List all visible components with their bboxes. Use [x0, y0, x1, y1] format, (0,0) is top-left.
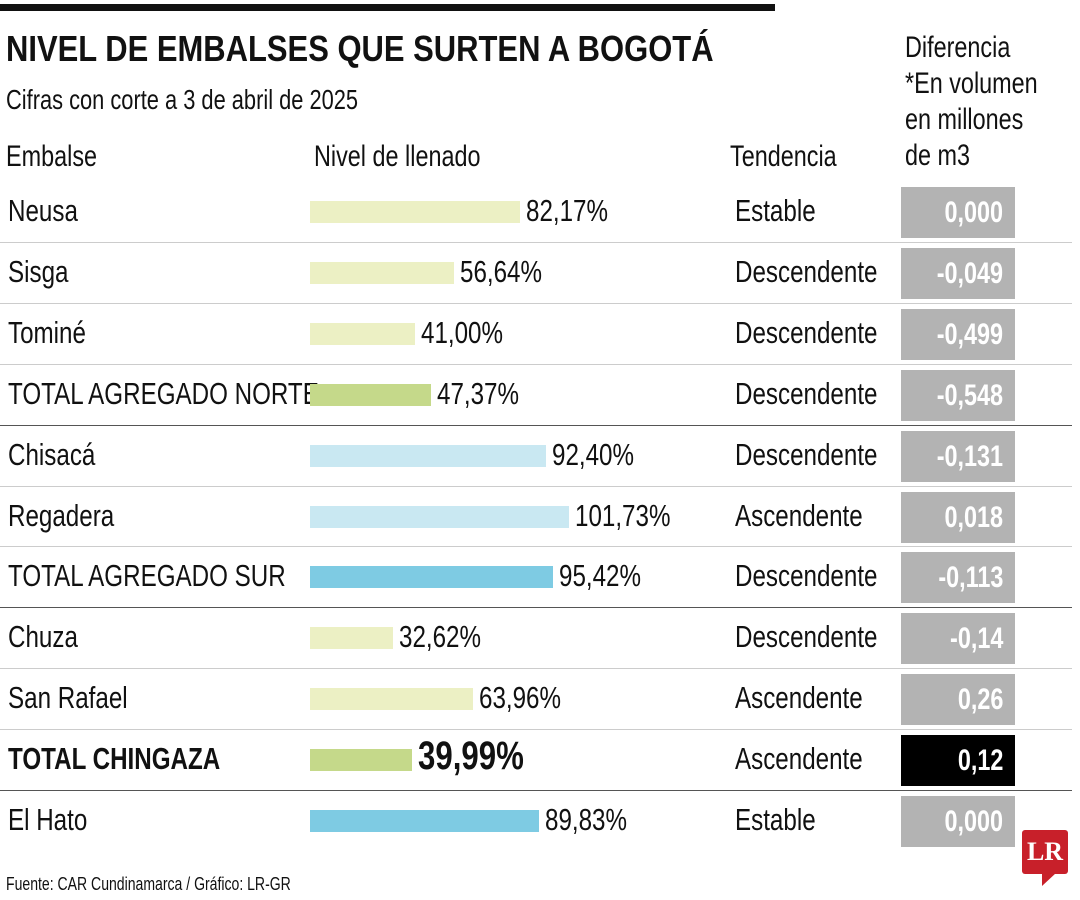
difference-value: -0,499 — [901, 308, 1015, 360]
trend: Descendente — [735, 375, 878, 411]
table-row: El Hato 89,83% Estable 0,000 — [0, 790, 1072, 851]
fill-percent: 47,37% — [436, 375, 519, 411]
row-divider — [0, 424, 1072, 426]
table-row: Regadera 101,73% Ascendente 0,018 — [0, 486, 1072, 547]
difference-value: -0,14 — [901, 613, 1015, 665]
fill-percent: 101,73% — [575, 497, 671, 533]
bar — [310, 383, 431, 406]
row-divider — [0, 302, 1072, 304]
reservoir-name: TOTAL CHINGAZA — [8, 741, 221, 777]
difference-value: 0,000 — [901, 187, 1015, 238]
difference-value: -0,131 — [901, 430, 1015, 482]
fill-percent: 95,42% — [559, 558, 642, 594]
reservoir-name: Chuza — [8, 619, 78, 655]
difference-value: 0,000 — [901, 796, 1015, 847]
trend: Ascendente — [735, 497, 863, 533]
reservoir-name: Tominé — [8, 314, 86, 350]
header-embalse: Embalse — [6, 140, 98, 173]
fill-percent: 92,40% — [551, 436, 634, 472]
difference-value: 0,12 — [901, 735, 1015, 787]
table-row: Tominé 41,00% Descendente -0,499 — [0, 303, 1072, 364]
row-divider — [0, 790, 1072, 791]
row-divider — [0, 668, 1072, 670]
bar — [310, 566, 554, 589]
table-row: TOTAL AGREGADO SUR 95,42% Descendente -0,11… — [0, 546, 1072, 607]
row-divider — [0, 607, 1072, 609]
bar — [310, 688, 474, 711]
bar — [310, 261, 455, 284]
fill-percent: 56,64% — [460, 253, 543, 289]
trend: Estable — [735, 802, 816, 837]
table-row: San Rafael 63,96% Ascendente 0,26 — [0, 668, 1072, 729]
reservoir-name: Sisga — [8, 253, 69, 289]
table-row: Chuza 32,62% Descendente -0,14 — [0, 607, 1072, 668]
subtitle: Cifras con corte a 3 de abril de 2025 — [6, 84, 359, 115]
reservoir-name: TOTAL AGREGADO NORTE — [8, 375, 319, 411]
bar — [310, 322, 415, 345]
trend: Estable — [735, 193, 816, 228]
trend: Descendente — [735, 314, 878, 350]
table-row: Neusa 82,17% Estable 0,000 — [0, 181, 1072, 242]
header-nivel: Nivel de llenado — [314, 140, 481, 173]
top-rule — [0, 4, 775, 11]
trend: Descendente — [735, 558, 878, 594]
fill-percent: 39,99% — [417, 734, 524, 779]
row-divider — [0, 241, 1072, 243]
reservoir-name: Neusa — [8, 193, 78, 228]
fill-percent: 82,17% — [525, 193, 608, 228]
reservoir-name: Chisacá — [8, 436, 96, 472]
row-divider — [0, 485, 1072, 487]
trend: Descendente — [735, 436, 878, 472]
row-divider — [0, 546, 1072, 548]
fill-percent: 89,83% — [545, 802, 628, 837]
bar — [310, 627, 394, 650]
bar — [310, 444, 546, 467]
bar — [310, 749, 412, 772]
header-diferencia: Diferencia *En volumen en millones de m3 — [905, 31, 1038, 172]
bar — [310, 201, 520, 223]
table-row: Chisacá 92,40% Descendente -0,131 — [0, 425, 1072, 486]
trend: Descendente — [735, 253, 878, 289]
row-divider — [0, 363, 1072, 365]
trend: Ascendente — [735, 680, 863, 716]
lr-logo: LR — [1022, 830, 1068, 886]
difference-value: -0,548 — [901, 369, 1015, 421]
header-tendencia: Tendencia — [730, 140, 837, 173]
fill-percent: 63,96% — [479, 680, 562, 716]
reservoir-name: El Hato — [8, 802, 88, 837]
difference-value: -0,049 — [901, 247, 1015, 299]
fill-percent: 41,00% — [420, 314, 503, 350]
difference-value: 0,26 — [901, 674, 1015, 726]
source-footer: Fuente: CAR Cundinamarca / Gráfico: LR-G… — [6, 874, 291, 894]
bar — [310, 810, 540, 832]
row-divider — [0, 729, 1072, 731]
table-row: TOTAL AGREGADO NORTE 47,37% Descendente -0,… — [0, 364, 1072, 425]
reservoir-name: Regadera — [8, 497, 115, 533]
fill-percent: 32,62% — [399, 619, 482, 655]
trend: Ascendente — [735, 741, 863, 777]
reservoir-name: San Rafael — [8, 680, 128, 716]
difference-value: 0,018 — [901, 491, 1015, 543]
difference-value: -0,113 — [901, 552, 1015, 604]
table-row: TOTAL CHINGAZA 39,99% Ascendente 0,12 — [0, 729, 1072, 790]
table-row: Sisga 56,64% Descendente -0,049 — [0, 242, 1072, 303]
reservoir-name: TOTAL AGREGADO SUR — [8, 558, 286, 594]
page-title: NIVEL DE EMBALSES QUE SURTEN A BOGOTÁ — [6, 28, 714, 69]
trend: Descendente — [735, 619, 878, 655]
bar — [310, 505, 570, 528]
